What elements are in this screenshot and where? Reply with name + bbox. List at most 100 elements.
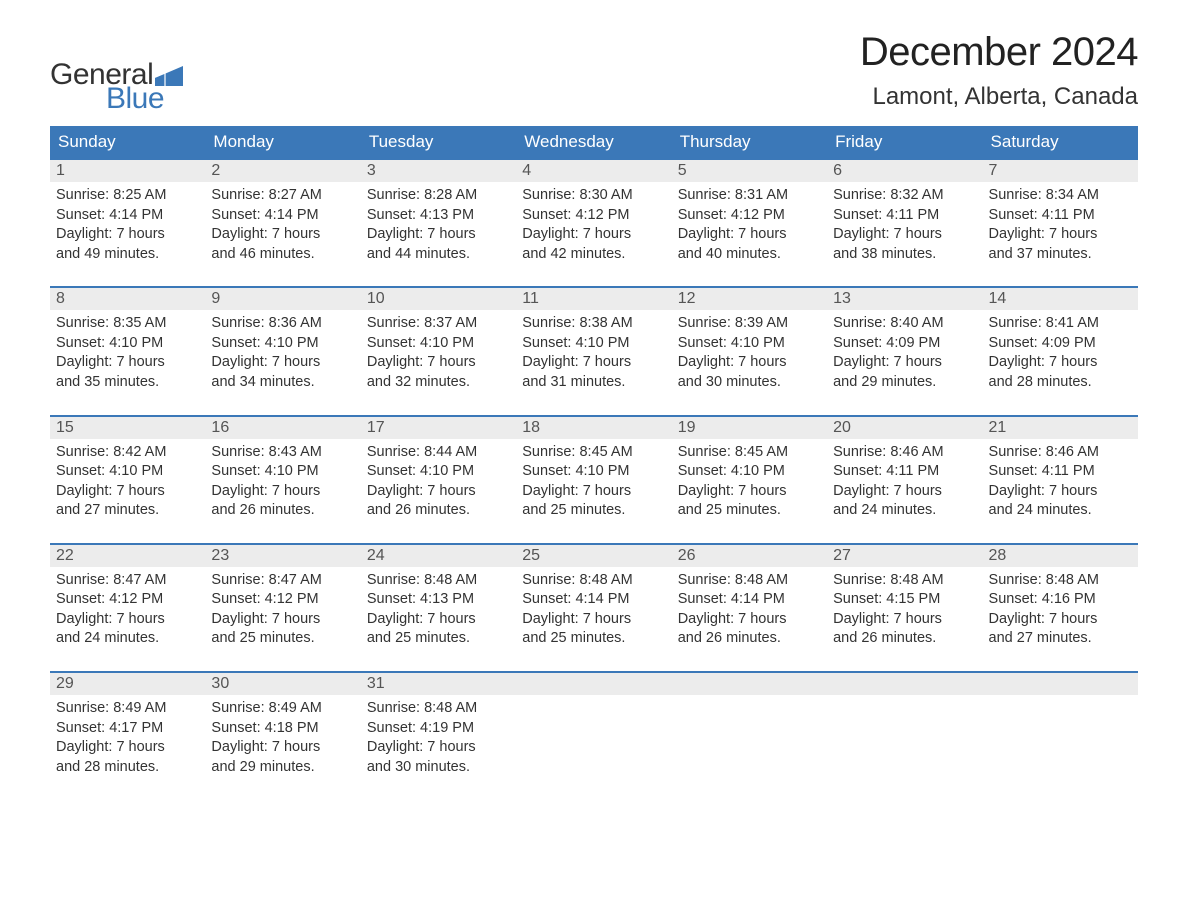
day-cell: 18Sunrise: 8:45 AMSunset: 4:10 PMDayligh… [516, 417, 671, 527]
daylight-text-line1: Daylight: 7 hours [989, 225, 1132, 245]
day-number: 2 [205, 160, 360, 182]
day-details: Sunrise: 8:45 AMSunset: 4:10 PMDaylight:… [516, 439, 671, 527]
sunset-text: Sunset: 4:10 PM [367, 334, 510, 354]
week-row: 22Sunrise: 8:47 AMSunset: 4:12 PMDayligh… [50, 543, 1138, 655]
sunset-text: Sunset: 4:10 PM [211, 334, 354, 354]
daylight-text-line2: and 27 minutes. [56, 501, 199, 521]
daylight-text-line1: Daylight: 7 hours [522, 225, 665, 245]
day-number: 7 [983, 160, 1138, 182]
day-details: Sunrise: 8:32 AMSunset: 4:11 PMDaylight:… [827, 182, 982, 270]
day-cell: 19Sunrise: 8:45 AMSunset: 4:10 PMDayligh… [672, 417, 827, 527]
day-number: 14 [983, 288, 1138, 310]
day-cell: 2Sunrise: 8:27 AMSunset: 4:14 PMDaylight… [205, 160, 360, 270]
daylight-text-line2: and 29 minutes. [211, 758, 354, 778]
day-cell: 22Sunrise: 8:47 AMSunset: 4:12 PMDayligh… [50, 545, 205, 655]
day-cell: 31Sunrise: 8:48 AMSunset: 4:19 PMDayligh… [361, 673, 516, 783]
day-number: 13 [827, 288, 982, 310]
week-row: 15Sunrise: 8:42 AMSunset: 4:10 PMDayligh… [50, 415, 1138, 527]
day-details: Sunrise: 8:48 AMSunset: 4:14 PMDaylight:… [672, 567, 827, 655]
sunset-text: Sunset: 4:11 PM [833, 462, 976, 482]
day-number: 15 [50, 417, 205, 439]
sunset-text: Sunset: 4:10 PM [367, 462, 510, 482]
daylight-text-line2: and 25 minutes. [211, 629, 354, 649]
daylight-text-line2: and 26 minutes. [211, 501, 354, 521]
daylight-text-line1: Daylight: 7 hours [56, 353, 199, 373]
day-header-monday: Monday [205, 126, 360, 158]
day-cell: 27Sunrise: 8:48 AMSunset: 4:15 PMDayligh… [827, 545, 982, 655]
daylight-text-line1: Daylight: 7 hours [56, 610, 199, 630]
day-number [827, 673, 982, 695]
day-number: 20 [827, 417, 982, 439]
sunrise-text: Sunrise: 8:25 AM [56, 186, 199, 206]
day-details: Sunrise: 8:48 AMSunset: 4:13 PMDaylight:… [361, 567, 516, 655]
daylight-text-line1: Daylight: 7 hours [522, 353, 665, 373]
week-row: 29Sunrise: 8:49 AMSunset: 4:17 PMDayligh… [50, 671, 1138, 783]
sunset-text: Sunset: 4:10 PM [211, 462, 354, 482]
sunrise-text: Sunrise: 8:45 AM [678, 443, 821, 463]
daylight-text-line1: Daylight: 7 hours [989, 610, 1132, 630]
daylight-text-line2: and 34 minutes. [211, 373, 354, 393]
day-details: Sunrise: 8:45 AMSunset: 4:10 PMDaylight:… [672, 439, 827, 527]
daylight-text-line1: Daylight: 7 hours [367, 225, 510, 245]
daylight-text-line2: and 40 minutes. [678, 245, 821, 265]
day-details: Sunrise: 8:42 AMSunset: 4:10 PMDaylight:… [50, 439, 205, 527]
daylight-text-line2: and 38 minutes. [833, 245, 976, 265]
day-cell: 3Sunrise: 8:28 AMSunset: 4:13 PMDaylight… [361, 160, 516, 270]
day-number [672, 673, 827, 695]
sunrise-text: Sunrise: 8:47 AM [211, 571, 354, 591]
day-details: Sunrise: 8:47 AMSunset: 4:12 PMDaylight:… [205, 567, 360, 655]
daylight-text-line1: Daylight: 7 hours [522, 482, 665, 502]
daylight-text-line1: Daylight: 7 hours [56, 738, 199, 758]
title-block: December 2024 Lamont, Alberta, Canada [860, 30, 1138, 111]
day-cell: 16Sunrise: 8:43 AMSunset: 4:10 PMDayligh… [205, 417, 360, 527]
sunrise-text: Sunrise: 8:47 AM [56, 571, 199, 591]
sunrise-text: Sunrise: 8:38 AM [522, 314, 665, 334]
day-details: Sunrise: 8:44 AMSunset: 4:10 PMDaylight:… [361, 439, 516, 527]
page-header: General Blue December 2024 Lamont, Alber… [50, 30, 1138, 114]
sunrise-text: Sunrise: 8:36 AM [211, 314, 354, 334]
daylight-text-line2: and 44 minutes. [367, 245, 510, 265]
day-cell [827, 673, 982, 783]
sunrise-text: Sunrise: 8:28 AM [367, 186, 510, 206]
daylight-text-line2: and 30 minutes. [367, 758, 510, 778]
sunset-text: Sunset: 4:15 PM [833, 590, 976, 610]
sunrise-text: Sunrise: 8:27 AM [211, 186, 354, 206]
daylight-text-line1: Daylight: 7 hours [211, 738, 354, 758]
daylight-text-line2: and 31 minutes. [522, 373, 665, 393]
day-number: 19 [672, 417, 827, 439]
day-header-sunday: Sunday [50, 126, 205, 158]
day-cell [983, 673, 1138, 783]
day-number [516, 673, 671, 695]
daylight-text-line2: and 25 minutes. [522, 629, 665, 649]
sunset-text: Sunset: 4:09 PM [833, 334, 976, 354]
sunset-text: Sunset: 4:18 PM [211, 719, 354, 739]
sunset-text: Sunset: 4:10 PM [522, 462, 665, 482]
day-cell: 24Sunrise: 8:48 AMSunset: 4:13 PMDayligh… [361, 545, 516, 655]
daylight-text-line1: Daylight: 7 hours [989, 353, 1132, 373]
sunrise-text: Sunrise: 8:49 AM [211, 699, 354, 719]
sunset-text: Sunset: 4:12 PM [56, 590, 199, 610]
daylight-text-line1: Daylight: 7 hours [522, 610, 665, 630]
daylight-text-line2: and 32 minutes. [367, 373, 510, 393]
day-cell [516, 673, 671, 783]
sunset-text: Sunset: 4:12 PM [678, 206, 821, 226]
sunrise-text: Sunrise: 8:44 AM [367, 443, 510, 463]
sunset-text: Sunset: 4:16 PM [989, 590, 1132, 610]
sunrise-text: Sunrise: 8:35 AM [56, 314, 199, 334]
day-cell: 11Sunrise: 8:38 AMSunset: 4:10 PMDayligh… [516, 288, 671, 398]
day-cell: 25Sunrise: 8:48 AMSunset: 4:14 PMDayligh… [516, 545, 671, 655]
day-header-row: SundayMondayTuesdayWednesdayThursdayFrid… [50, 126, 1138, 158]
day-number: 9 [205, 288, 360, 310]
day-number: 24 [361, 545, 516, 567]
daylight-text-line2: and 42 minutes. [522, 245, 665, 265]
daylight-text-line2: and 49 minutes. [56, 245, 199, 265]
sunrise-text: Sunrise: 8:43 AM [211, 443, 354, 463]
day-details: Sunrise: 8:31 AMSunset: 4:12 PMDaylight:… [672, 182, 827, 270]
daylight-text-line1: Daylight: 7 hours [367, 610, 510, 630]
sunset-text: Sunset: 4:10 PM [56, 462, 199, 482]
day-number: 18 [516, 417, 671, 439]
day-header-saturday: Saturday [983, 126, 1138, 158]
daylight-text-line2: and 26 minutes. [367, 501, 510, 521]
sunrise-text: Sunrise: 8:48 AM [367, 571, 510, 591]
daylight-text-line1: Daylight: 7 hours [367, 738, 510, 758]
